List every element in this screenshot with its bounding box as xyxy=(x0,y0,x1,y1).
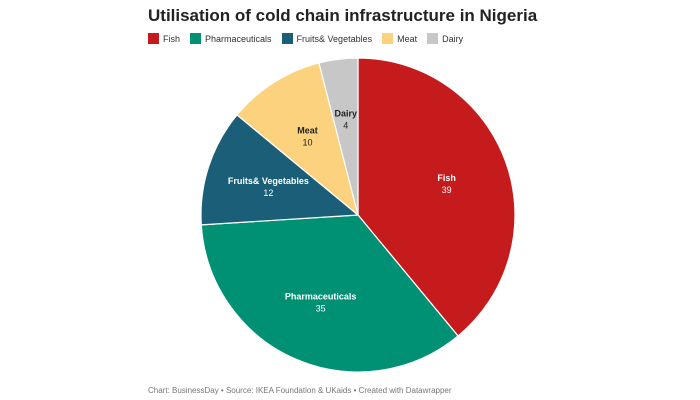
legend-item-fruits-vegetables: Fruits& Vegetables xyxy=(281,33,373,44)
legend-swatch-fish xyxy=(148,33,159,44)
legend-swatch-fruits-vegetables xyxy=(281,33,293,44)
legend-item-meat: Meat xyxy=(382,33,417,44)
pie-label-meat: Meat 10 xyxy=(297,125,318,147)
legend-label-fruits-vegetables: Fruits& Vegetables xyxy=(296,33,373,44)
legend-label-dairy: Dairy xyxy=(442,33,464,44)
pie-label-value-fish: 39 xyxy=(442,185,452,195)
pie-label-value-meat: 10 xyxy=(303,137,313,147)
chart-footer: Chart: BusinessDay • Source: IKEA Founda… xyxy=(148,386,452,395)
pie-label-pharmaceuticals: Pharmaceuticals 35 xyxy=(285,291,357,313)
pie-label-value-dairy: 4 xyxy=(343,120,348,130)
chart-legend: Fish Pharmaceuticals Fruits& Vegetables … xyxy=(148,33,463,44)
pie-label-name-meat: Meat xyxy=(297,125,318,135)
pie-slice-fish xyxy=(357,57,516,337)
legend-label-meat: Meat xyxy=(397,33,418,44)
pie-label-value-pharmaceuticals: 35 xyxy=(316,303,326,313)
pie-label-value-fruits-vegetables: 12 xyxy=(263,188,273,198)
legend-label-pharmaceuticals: Pharmaceuticals xyxy=(205,33,272,44)
legend-item-pharmaceuticals: Pharmaceuticals xyxy=(190,33,272,44)
legend-swatch-pharmaceuticals xyxy=(190,33,202,44)
legend-item-fish: Fish xyxy=(148,33,180,44)
legend-label-fish: Fish xyxy=(163,33,181,44)
pie-slice-meat xyxy=(236,62,360,217)
pie-slice-pharmaceuticals xyxy=(200,214,459,373)
pie-label-fruits-vegetables: Fruits& Vegetables 12 xyxy=(228,176,309,198)
pie-slice-fruits-vegetables xyxy=(200,114,360,226)
legend-swatch-meat xyxy=(382,33,394,44)
pie-label-dairy: Dairy 4 xyxy=(335,108,358,130)
pie-label-name-dairy: Dairy xyxy=(335,108,358,118)
chart-title: Utilisation of cold chain infrastructure… xyxy=(148,6,538,25)
pie-label-name-fish: Fish xyxy=(437,173,456,183)
pie-label-name-pharmaceuticals: Pharmaceuticals xyxy=(285,291,357,301)
pie-label-fish: Fish 39 xyxy=(437,173,456,195)
legend-swatch-dairy xyxy=(427,33,439,44)
pie-label-name-fruits-vegetables: Fruits& Vegetables xyxy=(228,176,309,186)
pie-slice-dairy xyxy=(318,57,359,216)
legend-item-dairy: Dairy xyxy=(427,33,463,44)
